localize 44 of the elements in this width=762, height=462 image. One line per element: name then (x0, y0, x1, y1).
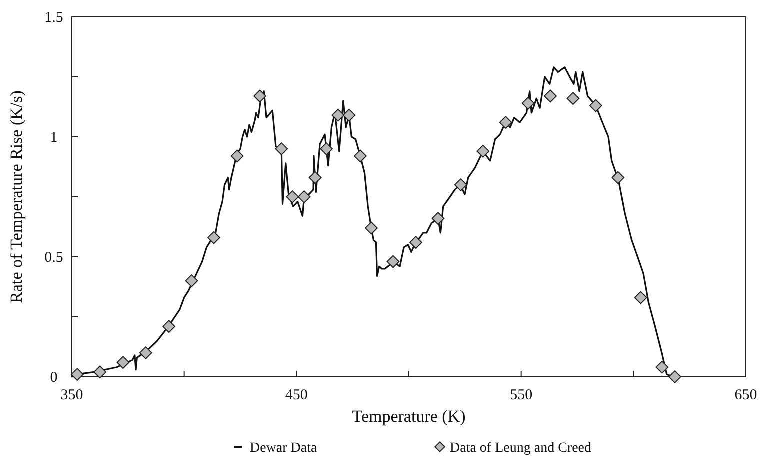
point (365, 222, 378, 235)
point (499, 116, 512, 130)
point (342, 108, 356, 122)
point (208, 231, 220, 244)
legend-label: Dewar Data (250, 441, 318, 456)
point (230, 150, 244, 163)
y-tick-label: 1 (50, 130, 58, 146)
y-axis-title: Rate of Temperature Rise (K/s) (7, 90, 26, 304)
x-tick-label: 350 (60, 388, 84, 404)
point (332, 108, 345, 122)
point (320, 142, 333, 156)
y-tick-label: 0 (50, 370, 58, 386)
point (668, 370, 682, 384)
point (298, 190, 311, 204)
point (634, 291, 648, 304)
point (410, 236, 422, 250)
point (476, 144, 490, 158)
point (70, 368, 84, 382)
point (308, 171, 322, 184)
y-tick-label: 0.5 (44, 250, 64, 266)
point (286, 190, 300, 204)
point (354, 150, 367, 163)
x-tick-label: 550 (510, 388, 533, 404)
x-tick-label: 650 (734, 388, 758, 404)
point (522, 96, 535, 110)
y-tick-label: 1.5 (44, 10, 64, 26)
point (162, 320, 176, 334)
point (454, 178, 468, 192)
point (254, 90, 266, 103)
point (544, 90, 557, 103)
point (566, 92, 580, 106)
point (275, 142, 288, 156)
legend-label: Data of Leung and Creed (450, 441, 592, 456)
point (116, 356, 130, 370)
point (94, 366, 107, 379)
point (612, 171, 625, 184)
point (139, 346, 152, 360)
x-axis-title: Temperature (K) (352, 407, 466, 426)
point (386, 255, 400, 268)
x-tick-label: 450 (285, 388, 308, 404)
point (589, 99, 602, 112)
point (185, 274, 198, 288)
point (432, 212, 445, 226)
point (656, 360, 669, 374)
